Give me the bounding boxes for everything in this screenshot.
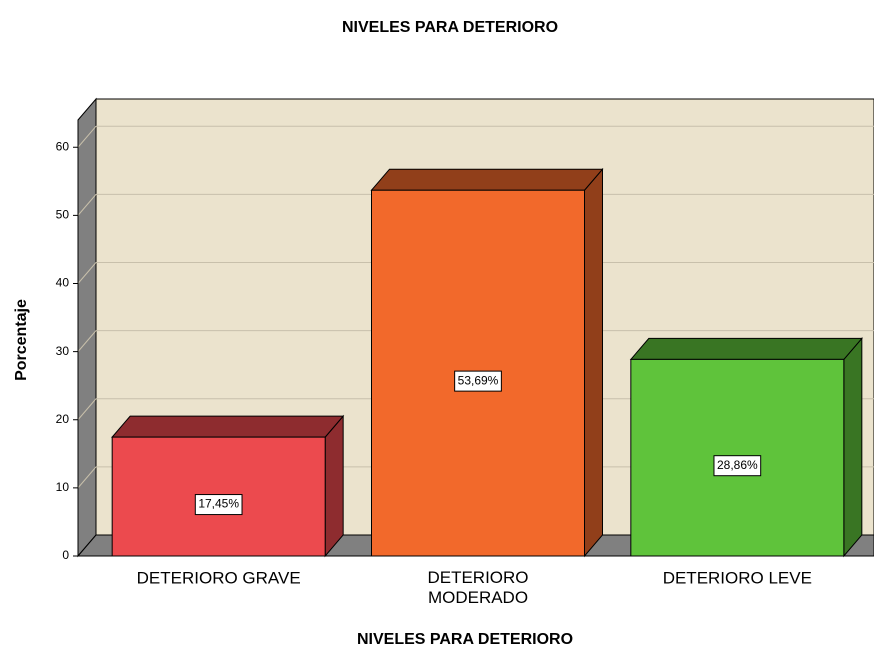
grid-line [77, 194, 97, 216]
y-axis-title: Porcentaje [13, 299, 30, 381]
y-tick-label: 50 [56, 208, 70, 222]
x-tick-label: DETERIORO LEVE [663, 568, 812, 587]
chart-title: NIVELES PARA DETERIORO [342, 19, 558, 36]
bar-side [584, 167, 603, 558]
value-label-box [454, 370, 502, 392]
x-axis-title: NIVELES PARA DETERIORO [357, 631, 573, 648]
bar [370, 167, 604, 558]
bar-top [629, 337, 863, 360]
y-tick-label: 40 [56, 276, 70, 290]
grid-line [77, 466, 97, 489]
bar-top [370, 168, 604, 191]
y-tick-label: 10 [56, 480, 70, 494]
bar [111, 414, 345, 558]
value-label: 17,45% [198, 497, 239, 511]
x-tick-label: DETERIORO MODERADO [427, 568, 528, 607]
y-tick-label: 30 [56, 344, 70, 358]
y-tick-label: 20 [56, 412, 70, 426]
grid-line [77, 398, 97, 421]
grid-line [77, 262, 97, 284]
y-tick-label: 0 [62, 548, 69, 562]
x-tick-label: DETERIORO GRAVE [137, 568, 301, 587]
value-label-box [713, 455, 762, 477]
bar [629, 337, 863, 558]
bar-side [324, 414, 344, 558]
grid-line [77, 125, 97, 148]
value-label-box [194, 494, 243, 516]
left-wall [77, 97, 97, 558]
y-tick-label: 60 [56, 139, 70, 153]
value-label: 28,86% [717, 458, 758, 472]
value-label: 53,69% [458, 373, 499, 387]
bar-side [843, 337, 863, 558]
grid-line [77, 330, 97, 352]
bar-top [111, 415, 345, 438]
